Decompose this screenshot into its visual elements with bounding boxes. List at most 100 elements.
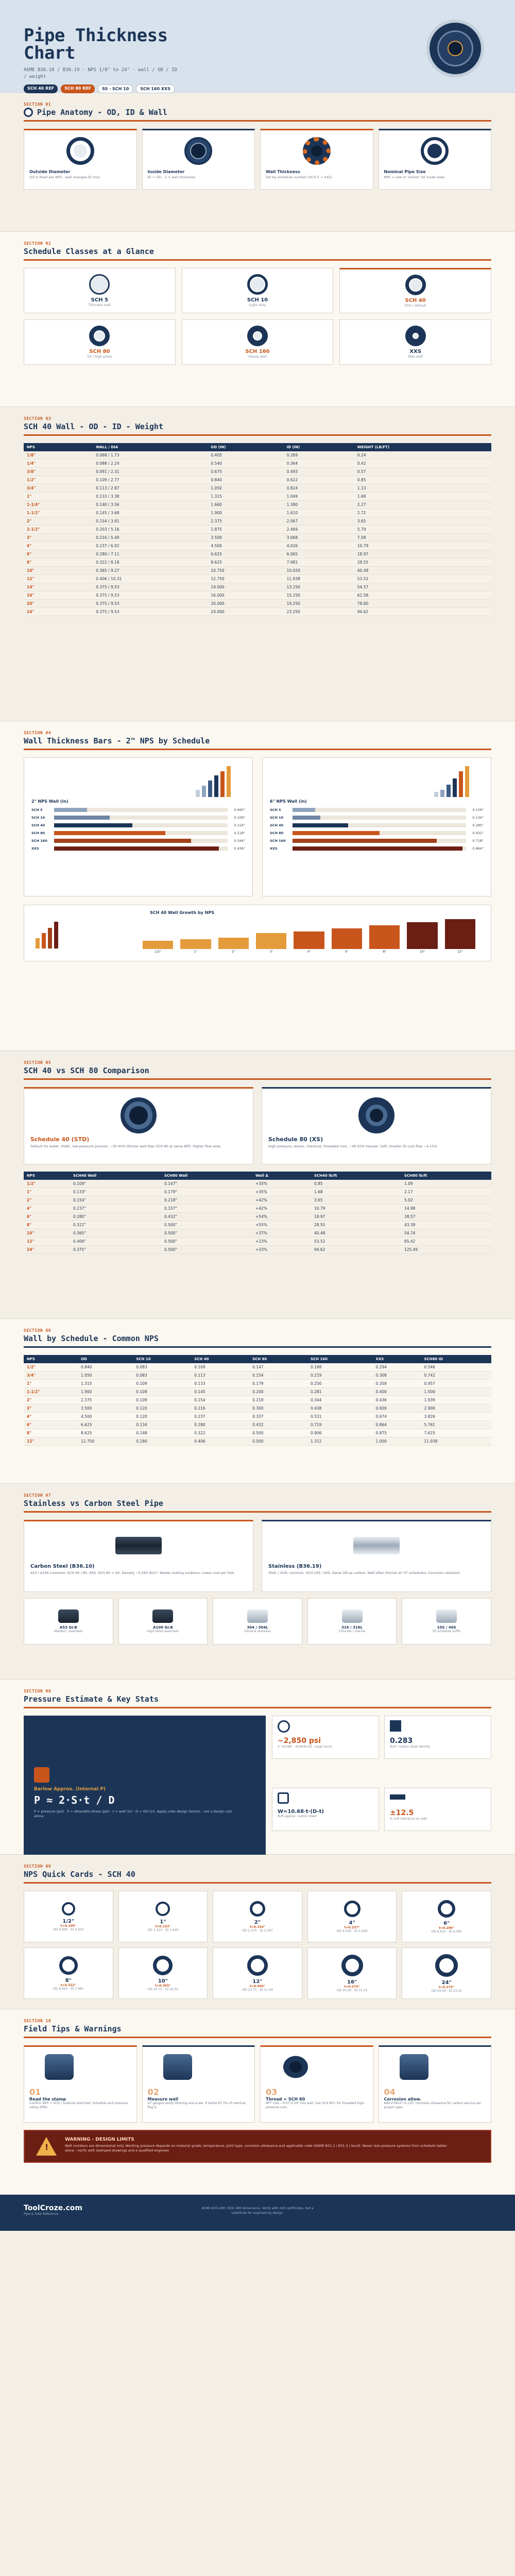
bar-fill bbox=[293, 823, 348, 827]
table-cell: 6.625 bbox=[78, 1420, 133, 1429]
column-header[interactable]: NPS bbox=[24, 443, 93, 451]
column-header[interactable]: SCH 10 bbox=[133, 1355, 192, 1363]
table-row[interactable]: 8" 0.322" 0.500" +55% 28.55 43.39 bbox=[24, 1221, 491, 1229]
table-row[interactable]: 1-1/2" 0.145 / 3.68 1.900 1.610 2.72 bbox=[24, 509, 491, 517]
pipe-ring-icon bbox=[59, 1956, 78, 1975]
column-header[interactable]: SCH80 lb/ft bbox=[401, 1172, 491, 1180]
divider bbox=[24, 1882, 491, 1884]
table-row[interactable]: 1" 1.315 0.109 0.133 0.179 0.250 0.358 0.957 bbox=[24, 1379, 491, 1388]
nps-size: 4" bbox=[349, 1920, 355, 1926]
column-header[interactable]: Wall Δ bbox=[252, 1172, 311, 1180]
table-row[interactable]: 1-1/4" 0.140 / 3.56 1.660 1.380 2.27 bbox=[24, 500, 491, 509]
nps-quick-card[interactable]: 24" t=0.375" OD 24.00 · ID 23.25 bbox=[402, 1947, 491, 1999]
table-row[interactable]: 1/8" 0.068 / 1.73 0.405 0.269 0.24 bbox=[24, 451, 491, 460]
column-header[interactable]: OD (IN) bbox=[208, 443, 284, 451]
nps-quick-card[interactable]: 12" t=0.406" OD 12.75 · ID 11.94 bbox=[213, 1947, 302, 1999]
bar-panel-6in: 6" NPS Wall (in) SCH 5 0.109" SCH 10 0.134"… bbox=[262, 757, 491, 896]
column-header[interactable]: SCH40 lb/ft bbox=[311, 1172, 401, 1180]
formula: P ≈ 2·S·t / D bbox=[34, 1794, 115, 1806]
table-row[interactable]: 20" 0.375 / 9.53 20.000 19.250 78.60 bbox=[24, 599, 491, 608]
table-row[interactable]: 3" 3.500 0.120 0.216 0.300 0.438 0.600 2.900 bbox=[24, 1404, 491, 1413]
class-card-xxs[interactable]: XXS Max wall bbox=[339, 319, 491, 365]
column-header[interactable]: NPS bbox=[24, 1172, 70, 1180]
fitting-card[interactable]: A53 Gr.B Welded / seamless bbox=[24, 1598, 113, 1645]
nps-quick-card[interactable]: 16" t=0.375" OD 16.00 · ID 15.25 bbox=[307, 1947, 397, 1999]
table-row[interactable]: 2-1/2" 0.203 / 5.16 2.875 2.469 5.79 bbox=[24, 525, 491, 534]
table-row[interactable]: 14" 0.375 / 9.53 14.000 13.250 54.57 bbox=[24, 583, 491, 591]
table-row[interactable]: 1/2" 0.840 0.083 0.109 0.147 0.188 0.294 0.546 bbox=[24, 1363, 491, 1371]
column-header[interactable]: SCH80 ID bbox=[421, 1355, 491, 1363]
pill-sch80[interactable]: SCH 80 REF bbox=[61, 84, 95, 93]
table-row[interactable]: 1/2" 0.109" 0.147" +35% 0.85 1.09 bbox=[24, 1180, 491, 1188]
table-row[interactable]: 6" 6.625 0.134 0.280 0.432 0.719 0.864 5.761 bbox=[24, 1420, 491, 1429]
section-title: Wall by Schedule - Common NPS bbox=[24, 1334, 159, 1343]
column-header[interactable]: NPS bbox=[24, 1355, 78, 1363]
fitting-card[interactable]: A106 Gr.B High-temp seamless bbox=[118, 1598, 208, 1645]
bar-label: XXS bbox=[270, 846, 278, 851]
table-row[interactable]: 3/4" 0.113 / 2.87 1.050 0.824 1.13 bbox=[24, 484, 491, 493]
table-row[interactable]: 2" 2.375 0.109 0.154 0.218 0.344 0.436 1.939 bbox=[24, 1396, 491, 1404]
column-header[interactable]: SCH 40 bbox=[191, 1355, 250, 1363]
table-row[interactable]: 6" 0.280 / 7.11 6.625 6.065 18.97 bbox=[24, 550, 491, 558]
table-row[interactable]: 1/2" 0.109 / 2.77 0.840 0.622 0.85 bbox=[24, 476, 491, 484]
nps-quick-card[interactable]: 4" t=0.237" OD 4.500 · ID 4.026 bbox=[307, 1891, 397, 1942]
table-row[interactable]: 1" 0.133 / 3.38 1.315 1.049 1.68 bbox=[24, 492, 491, 501]
nps-quick-card[interactable]: 1/2" t=0.109" OD 0.840 · ID 0.622 bbox=[24, 1891, 113, 1942]
table-row[interactable]: 16" 0.375 / 9.53 16.000 15.250 62.58 bbox=[24, 591, 491, 600]
fitting-card[interactable]: 304 / 304L General stainless bbox=[213, 1598, 302, 1645]
table-cell: 0.432 bbox=[249, 1420, 307, 1429]
column-header[interactable]: WEIGHT (LB/FT) bbox=[354, 443, 491, 451]
table-row[interactable]: 12" 0.406" 0.500" +23% 53.52 65.42 bbox=[24, 1237, 491, 1246]
nps-quick-card[interactable]: 1" t=0.133" OD 1.315 · ID 1.049 bbox=[118, 1891, 208, 1942]
divider bbox=[24, 1078, 491, 1080]
table-row[interactable]: 12" 12.750 0.180 0.406 0.500 1.312 1.000 11.938 bbox=[24, 1437, 491, 1446]
class-card-sch5[interactable]: SCH 5 Thinnest wall bbox=[24, 268, 176, 313]
footer-brand[interactable]: ToolCroze.com bbox=[24, 2204, 82, 2212]
class-card-sch40[interactable]: SCH 40 STD / default bbox=[339, 268, 491, 313]
class-card-sch80[interactable]: SCH 80 XS / high press bbox=[24, 319, 176, 365]
column-header[interactable]: ID (IN) bbox=[283, 443, 354, 451]
table-row[interactable]: 1" 0.133" 0.179" +35% 1.68 2.17 bbox=[24, 1188, 491, 1196]
column-header[interactable]: SCH 160 bbox=[307, 1355, 373, 1363]
table-row[interactable]: 10" 0.365" 0.500" +37% 40.48 54.74 bbox=[24, 1229, 491, 1238]
nps-quick-card[interactable]: 2" t=0.154" OD 2.375 · ID 2.067 bbox=[213, 1891, 302, 1942]
table-cell: +42% bbox=[252, 1204, 311, 1213]
table-row[interactable]: 10" 0.365 / 9.27 10.750 10.020 40.48 bbox=[24, 566, 491, 575]
table-row[interactable]: 8" 8.625 0.148 0.322 0.500 0.906 0.875 7.625 bbox=[24, 1429, 491, 1437]
table-row[interactable]: 1/4" 0.088 / 2.24 0.540 0.364 0.42 bbox=[24, 459, 491, 468]
growth-bar-col: 2" bbox=[218, 918, 249, 954]
table-row[interactable]: 24" 0.375 / 9.53 24.000 23.250 94.62 bbox=[24, 607, 491, 616]
table-row[interactable]: 3/8" 0.091 / 2.31 0.675 0.493 0.57 bbox=[24, 467, 491, 476]
table-row[interactable]: 6" 0.280" 0.432" +54% 18.97 28.57 bbox=[24, 1212, 491, 1221]
nps-quick-card[interactable]: 10" t=0.365" OD 10.75 · ID 10.02 bbox=[118, 1947, 208, 1999]
column-header[interactable]: SCH 80 bbox=[249, 1355, 307, 1363]
class-card-sch10[interactable]: SCH 10 Light duty bbox=[181, 268, 334, 313]
table-row[interactable]: 3" 0.216 / 5.49 3.500 3.068 7.58 bbox=[24, 533, 491, 542]
pill-xxs[interactable]: SCH 160 XXS bbox=[136, 84, 175, 93]
column-header[interactable]: XXS bbox=[372, 1355, 421, 1363]
table-row[interactable]: 2" 0.154" 0.218" +42% 3.65 5.02 bbox=[24, 1196, 491, 1205]
nps-quick-card[interactable]: 6" t=0.280" OD 6.625 · ID 6.065 bbox=[402, 1891, 491, 1942]
table-row[interactable]: 4" 0.237" 0.337" +42% 10.79 14.98 bbox=[24, 1204, 491, 1213]
table-row[interactable]: 8" 0.322 / 8.18 8.625 7.981 28.55 bbox=[24, 558, 491, 567]
section-title: Wall Thickness Bars - 2" NPS by Schedule bbox=[24, 736, 210, 745]
table-row[interactable]: 3/4" 1.050 0.083 0.113 0.154 0.219 0.308 0.742 bbox=[24, 1371, 491, 1380]
nps-quick-card[interactable]: 8" t=0.322" OD 8.625 · ID 7.981 bbox=[24, 1947, 113, 1999]
pill-ss[interactable]: SS · SCH 10 bbox=[98, 84, 133, 93]
table-cell: 3.65 bbox=[311, 1196, 401, 1205]
bar-row: XXS 0.436" bbox=[31, 845, 245, 852]
column-header[interactable]: SCH80 Wall bbox=[161, 1172, 252, 1180]
table-row[interactable]: 12" 0.406 / 10.31 12.750 11.938 53.52 bbox=[24, 574, 491, 583]
table-row[interactable]: 1-1/2" 1.900 0.109 0.145 0.200 0.281 0.400 1.50… bbox=[24, 1387, 491, 1396]
column-header[interactable]: WALL / DIA bbox=[93, 443, 208, 451]
class-card-sch160[interactable]: SCH 160 Heavy wall bbox=[181, 319, 334, 365]
table-row[interactable]: 24" 0.375" 0.500" +33% 94.62 125.49 bbox=[24, 1245, 491, 1254]
table-row[interactable]: 4" 4.500 0.120 0.237 0.337 0.531 0.674 3.826 bbox=[24, 1412, 491, 1421]
table-row[interactable]: 2" 0.154 / 3.91 2.375 2.067 3.65 bbox=[24, 517, 491, 526]
table-row[interactable]: 4" 0.237 / 6.02 4.500 4.026 10.79 bbox=[24, 541, 491, 550]
column-header[interactable]: OD bbox=[78, 1355, 133, 1363]
fitting-card[interactable]: 316 / 316L Chloride / marine bbox=[307, 1598, 397, 1645]
fitting-card[interactable]: 10S / 40S SS schedule suffix bbox=[402, 1598, 491, 1645]
pill-sch40[interactable]: SCH 40 REF bbox=[24, 84, 58, 93]
column-header[interactable]: SCH40 Wall bbox=[70, 1172, 161, 1180]
